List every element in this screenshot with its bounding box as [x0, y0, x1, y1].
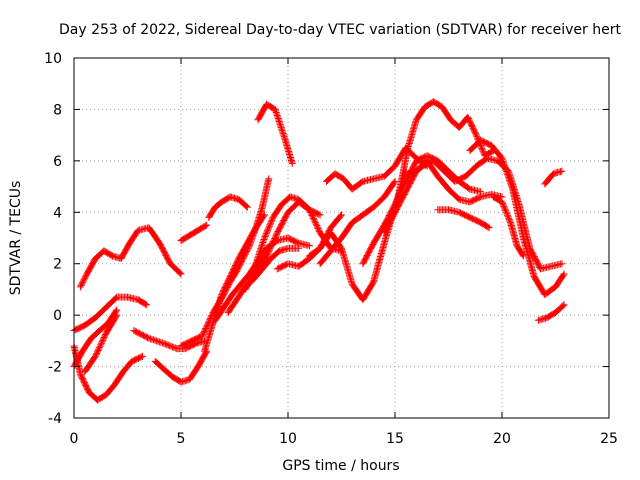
series-pass-12 [211, 234, 313, 324]
series-pass-09 [177, 221, 211, 245]
data-point-markers [254, 100, 296, 167]
data-point-markers [76, 224, 185, 291]
series-pass-26 [466, 136, 568, 299]
data-point-markers [177, 221, 211, 245]
x-tick-label: 0 [70, 431, 79, 447]
data-point-markers [466, 136, 568, 299]
data-point-markers [81, 311, 121, 376]
x-tick-label: 25 [600, 431, 618, 447]
series-pass-07 [151, 347, 211, 386]
series-pass-10 [201, 211, 268, 355]
y-tick-label: 0 [53, 308, 62, 324]
data-point-markers [489, 193, 527, 260]
x-tick-label: 5 [177, 431, 186, 447]
x-tick-label: 20 [493, 431, 511, 447]
data-point-markers [316, 177, 399, 268]
y-tick-label: 4 [53, 205, 62, 221]
data-point-markers [534, 301, 568, 324]
chart-title: Day 253 of 2022, Sidereal Day-to-day VTE… [59, 22, 621, 38]
series-pass-11 [205, 193, 251, 221]
data-point-markers [151, 347, 211, 386]
data-point-markers [434, 206, 493, 232]
series-pass-05 [81, 311, 121, 376]
series-pass-18 [316, 177, 399, 268]
plot-frame [73, 57, 610, 419]
y-tick-label: 8 [53, 102, 62, 118]
series-pass-27 [489, 193, 527, 260]
axis-ticks: 0 5 10 15 20 25 -4 -2 0 2 4 6 8 10 [44, 51, 618, 447]
y-tick-label: 2 [53, 257, 62, 273]
y-tick-label: -4 [48, 411, 62, 427]
data-point-markers [211, 234, 313, 324]
series-pass-14 [254, 100, 296, 167]
y-tick-label: 10 [44, 51, 62, 67]
data-point-markers [205, 193, 251, 221]
series-pass-24 [434, 206, 493, 232]
data-point-markers [305, 211, 345, 260]
series-pass-01 [76, 224, 185, 291]
series-pass-29 [534, 301, 568, 324]
data-point-markers [201, 211, 268, 355]
y-tick-label: -2 [48, 360, 62, 376]
data-series [70, 98, 568, 404]
series-pass-19 [305, 211, 345, 260]
x-tick-label: 10 [279, 431, 297, 447]
y-axis-title: SDTVAR / TECUs [8, 181, 24, 296]
series-pass-28 [541, 167, 566, 188]
x-axis-title: GPS time / hours [282, 458, 399, 474]
data-point-markers [541, 167, 566, 188]
x-tick-label: 15 [386, 431, 404, 447]
y-tick-label: 6 [53, 154, 62, 170]
